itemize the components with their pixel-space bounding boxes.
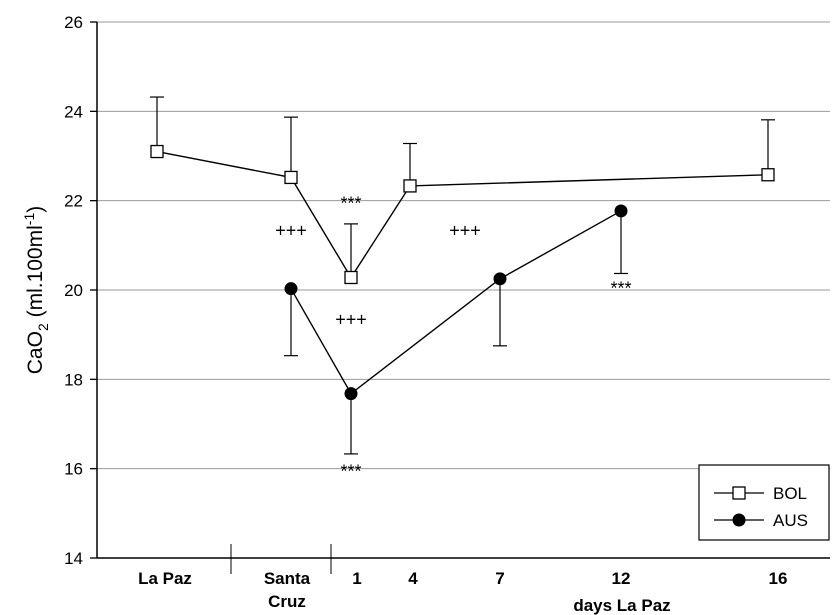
grid-lines [97,21,830,470]
legend: BOL AUS [698,464,830,541]
annotation: +++ [275,220,307,240]
x-tick-label: 16 [769,569,788,588]
x-tick-label: Santa [264,569,311,588]
x-axis-categories: La Paz Santa Cruz 1 4 7 12 16 days La Paz [138,569,787,615]
annotations: *** +++ +++ +++ *** *** [275,194,631,482]
data-point [344,387,358,401]
data-point [493,272,507,286]
y-tick-label: 18 [64,370,83,389]
x-tick-label: La Paz [138,569,192,588]
data-point [614,204,628,218]
x-tick-label: 4 [408,569,418,588]
legend-marker [732,486,746,500]
data-point [403,179,417,193]
y-tick-label: 22 [64,192,83,211]
legend-label: AUS [773,511,808,530]
data-point [284,282,298,296]
x-tick-label-line2: Cruz [268,592,306,611]
annotation: +++ [449,220,481,240]
y-tick-label: 16 [64,460,83,479]
axes [96,22,830,574]
series-layer [150,96,775,455]
y-tick-label: 24 [64,102,83,121]
data-point [150,144,164,159]
x-tick-label: 12 [612,569,631,588]
y-axis-ticks: 14 16 18 20 22 24 26 [64,13,97,568]
annotation: *** [340,194,361,214]
annotation: *** [610,278,631,298]
annotation: *** [340,462,361,482]
legend-label: BOL [773,484,807,503]
series-line [156,150,769,279]
series-line [290,210,622,395]
y-axis-label: CaO2 (ml.100ml-1) [21,206,51,374]
series-aus [284,204,628,455]
x-tick-label: 7 [495,569,504,588]
y-tick-label: 26 [64,13,83,32]
y-tick-label: 20 [64,281,83,300]
data-point [761,168,775,182]
annotation: +++ [335,310,367,330]
legend-box [698,464,830,541]
x-group-label: days La Paz [573,596,670,615]
data-point [284,170,298,185]
x-tick-label: 1 [352,569,361,588]
series-bol [150,96,775,285]
data-point [344,270,358,285]
legend-marker [732,513,746,527]
y-tick-label: 14 [64,549,83,568]
